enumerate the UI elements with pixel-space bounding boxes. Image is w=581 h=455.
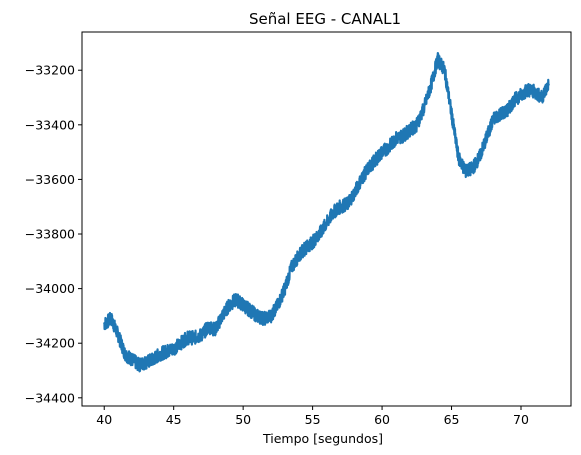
x-tick-label: 70 (513, 412, 529, 427)
y-tick-label: −34000 (25, 281, 75, 296)
y-axis-ticks: −34400 −34200 −34000 −33800 −33600 −33400 −332… (25, 63, 82, 405)
eeg-signal-line (103, 51, 550, 373)
y-tick-label: −34200 (25, 336, 75, 351)
y-tick-label: −33400 (25, 117, 75, 132)
y-tick-label: −33200 (25, 63, 75, 78)
y-tick-label: −34400 (25, 390, 75, 405)
chart-title: Señal EEG - CANAL1 (249, 10, 401, 28)
x-tick-label: 60 (374, 412, 390, 427)
y-tick-label: −33600 (25, 172, 75, 187)
x-tick-label: 65 (444, 412, 460, 427)
x-tick-label: 40 (96, 412, 112, 427)
x-axis-ticks: 40 45 50 55 60 65 70 (96, 406, 529, 427)
plot-area (103, 51, 550, 373)
x-tick-label: 45 (166, 412, 182, 427)
y-tick-label: −33800 (25, 227, 75, 242)
x-tick-label: 55 (305, 412, 321, 427)
axes-frame (81, 31, 572, 407)
x-tick-label: 50 (235, 412, 251, 427)
x-axis-label: Tiempo [segundos] (262, 431, 383, 446)
